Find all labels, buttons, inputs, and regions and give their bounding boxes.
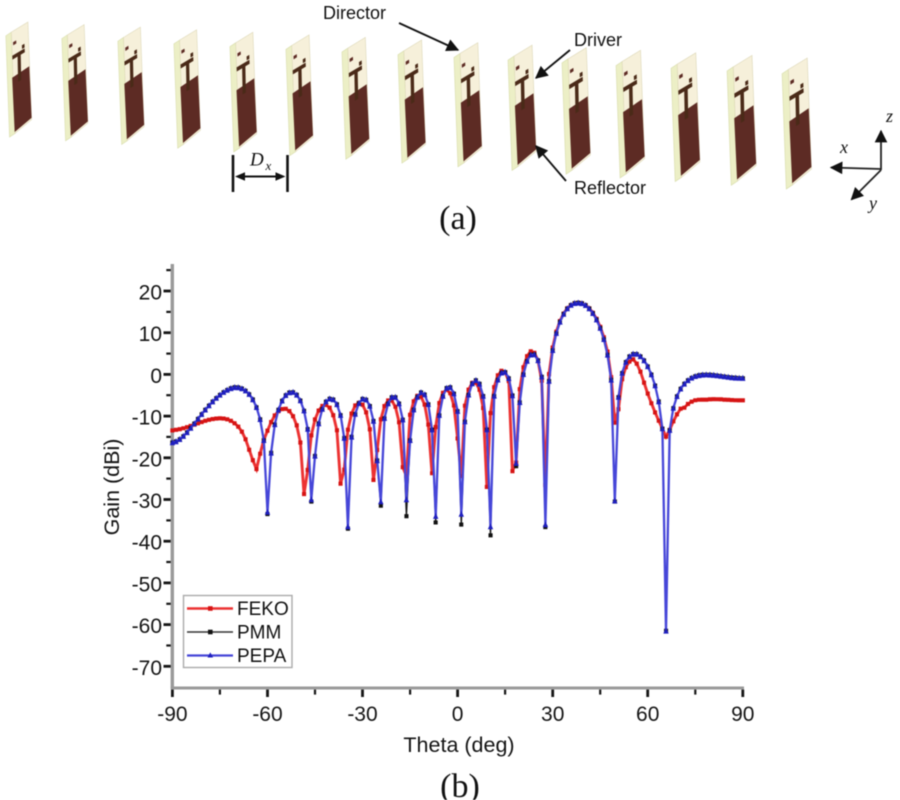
svg-text:90: 90 xyxy=(731,703,754,726)
svg-text:20: 20 xyxy=(139,282,162,305)
svg-text:PEPA: PEPA xyxy=(237,646,287,667)
svg-text:Driver: Driver xyxy=(574,30,622,50)
svg-text:PMM: PMM xyxy=(237,623,281,644)
svg-text:-40: -40 xyxy=(132,532,162,555)
svg-text:0: 0 xyxy=(150,365,162,388)
svg-text:-50: -50 xyxy=(132,573,162,596)
svg-text:(a): (a) xyxy=(439,200,477,237)
svg-text:-20: -20 xyxy=(132,448,162,471)
svg-text:-30: -30 xyxy=(132,490,162,513)
svg-text:(b): (b) xyxy=(440,768,480,800)
svg-text:FEKO: FEKO xyxy=(237,599,289,620)
svg-text:x: x xyxy=(265,158,272,173)
svg-text:y: y xyxy=(867,193,877,213)
svg-text:Theta (deg): Theta (deg) xyxy=(403,733,514,757)
svg-text:-90: -90 xyxy=(157,703,187,726)
svg-text:-10: -10 xyxy=(132,407,162,430)
svg-text:Gain (dBi): Gain (dBi) xyxy=(100,439,124,536)
svg-text:-60: -60 xyxy=(132,615,162,638)
svg-text:Director: Director xyxy=(323,3,386,23)
svg-text:z: z xyxy=(885,106,893,126)
svg-text:-70: -70 xyxy=(132,657,162,680)
svg-text:-60: -60 xyxy=(252,703,282,726)
svg-text:x: x xyxy=(839,137,848,157)
svg-text:60: 60 xyxy=(636,703,659,726)
svg-text:30: 30 xyxy=(541,703,564,726)
svg-text:10: 10 xyxy=(139,323,162,346)
svg-text:Reflector: Reflector xyxy=(574,178,646,198)
svg-text:-30: -30 xyxy=(347,703,377,726)
svg-text:0: 0 xyxy=(452,703,464,726)
svg-text:D: D xyxy=(249,150,264,171)
